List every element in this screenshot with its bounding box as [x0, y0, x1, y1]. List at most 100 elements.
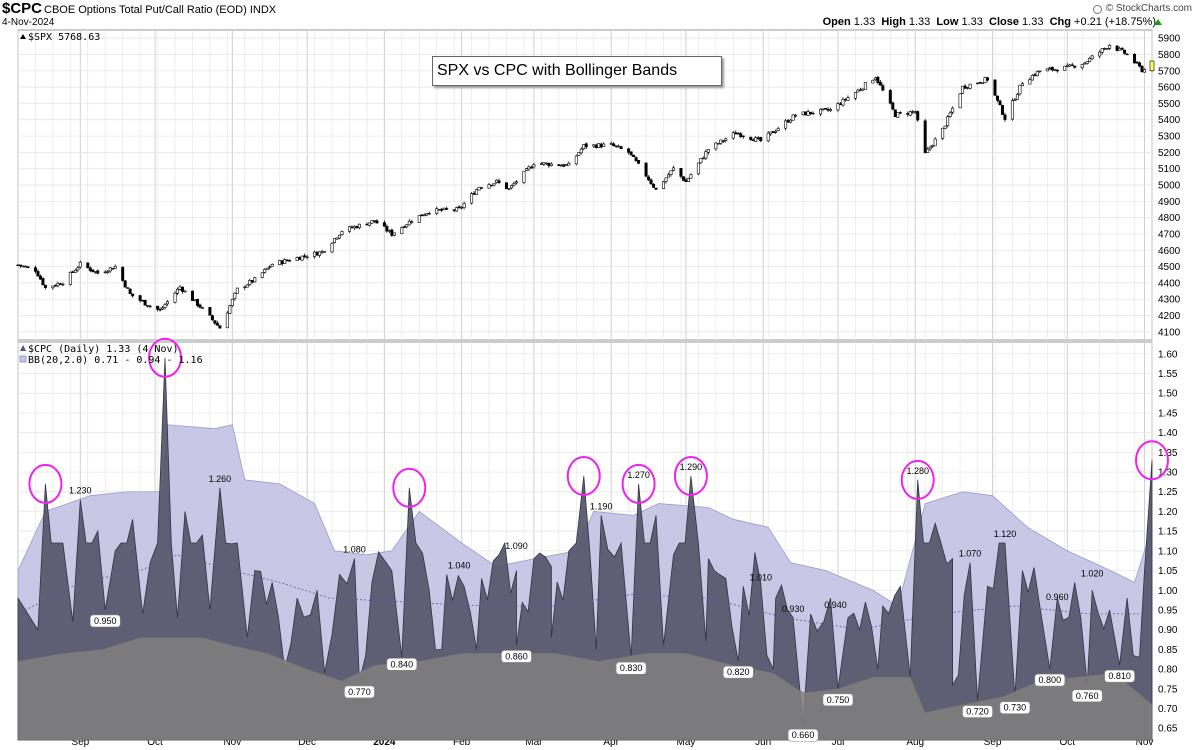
x-tick-label: Dec [298, 737, 316, 748]
price-candle-body [769, 131, 773, 135]
cpc-y-tick-label: 1.45 [1158, 408, 1178, 419]
price-candle-body [18, 264, 22, 267]
price-candle-body [671, 167, 675, 171]
price-candle-body [23, 266, 27, 268]
cpc-trough-label: 0.800 [1039, 675, 1062, 685]
price-candle-body [1133, 53, 1137, 64]
price-candle-body [714, 142, 718, 150]
bb-lower-band [17, 637, 1153, 741]
price-candle-body [504, 182, 508, 190]
price-candle-body [562, 164, 566, 167]
price-candle-body [313, 251, 317, 257]
price-candle-body [514, 181, 518, 184]
cpc-y-tick-label: 1.05 [1158, 566, 1178, 577]
price-candle-body [766, 132, 770, 142]
ohlc-readout: Open 1.33 High 1.33 Low 1.33 Close 1.33 … [823, 16, 1156, 28]
cpc-area [17, 357, 1153, 741]
price-candle-body [1100, 48, 1104, 53]
price-candle-body [1065, 65, 1069, 67]
price-candle-body [681, 176, 685, 181]
price-candle-body [56, 282, 60, 287]
price-candle-body [1085, 61, 1089, 64]
price-candle-body [652, 183, 656, 188]
price-candle-body [382, 222, 386, 227]
x-tick-label: Jul [832, 737, 845, 748]
x-tick-label: Oct [147, 737, 163, 748]
price-candle-body [736, 133, 740, 135]
price-y-tick-label: 4200 [1158, 311, 1181, 322]
price-candle-body [131, 293, 135, 297]
price-candle-body [372, 220, 376, 222]
price-candle-body [1143, 69, 1147, 73]
price-candle-body [806, 111, 810, 116]
price-candle-body [335, 237, 339, 240]
price-candle-body [248, 280, 252, 285]
price-candle-body [577, 152, 581, 156]
close-value: 1.33 [1022, 16, 1044, 28]
price-candle-body [1080, 64, 1084, 69]
price-candle-body [941, 127, 945, 139]
high-value: 1.33 [908, 16, 931, 28]
cpc-peak-label: 0.940 [824, 600, 847, 610]
x-tick-label: Jun [755, 737, 771, 748]
price-candle-body [1090, 55, 1094, 60]
cpc-y-tick-label: 0.70 [1158, 704, 1178, 715]
cpc-y-tick-label: 1.50 [1158, 389, 1178, 400]
price-candle-body [445, 208, 449, 210]
price-candle-body [195, 299, 199, 306]
price-candle-body [58, 283, 62, 285]
price-candle-body [679, 168, 683, 177]
price-candle-body [916, 111, 920, 121]
price-candle-body [402, 226, 406, 228]
price-candle-body [696, 162, 700, 175]
price-candle-body [1035, 71, 1039, 77]
price-candle-body [843, 98, 847, 101]
price-candle-body [594, 144, 598, 148]
price-candle-body [1028, 79, 1032, 85]
cpc-peak-label: 1.020 [1081, 568, 1104, 578]
price-candle-body [719, 139, 723, 144]
description: CBOE Options Total Put/Call Ratio (EOD) … [44, 4, 277, 16]
high-label: High [881, 16, 906, 28]
price-candle-body [392, 232, 396, 236]
price-candle-body [253, 277, 257, 283]
price-candle-body [1108, 45, 1112, 49]
price-candle-body [1138, 62, 1142, 67]
cpc-trough-label-box [962, 705, 993, 718]
price-candle-body [1135, 61, 1139, 64]
price-candle-body [180, 286, 184, 292]
price-candle-body [51, 285, 55, 289]
price-candle-body [863, 82, 867, 90]
cpc-trough-label: 0.660 [792, 730, 815, 740]
price-candle-body [475, 189, 479, 195]
price-candle-body [629, 151, 633, 155]
x-tick-label: Mar [525, 737, 543, 748]
price-candle-body [794, 114, 798, 117]
price-candle-body [684, 179, 688, 182]
spike-circle [28, 463, 63, 504]
cpc-peak-label: 1.120 [994, 529, 1017, 539]
cpc-y-tick-label: 1.60 [1158, 349, 1178, 360]
price-candle-body [559, 165, 563, 167]
x-tick-label: Apr [603, 737, 619, 748]
cpc-y-tick-label: 1.55 [1158, 369, 1178, 380]
price-candle-body [143, 299, 147, 306]
cpc-trough-label-box [501, 650, 532, 663]
price-candle-body [724, 138, 728, 141]
x-tick-label: Feb [453, 737, 471, 748]
price-candle-body [333, 238, 337, 243]
price-candle-body [93, 271, 97, 273]
price-candle-body [73, 270, 77, 273]
price-candle-body [838, 103, 842, 105]
cpc-peak-label: 1.090 [505, 541, 528, 551]
x-tick-label: Sep [71, 737, 89, 748]
price-candle-body [68, 272, 72, 285]
price-candle-body [347, 226, 351, 232]
price-candle-body [1050, 67, 1054, 71]
price-candle-body [978, 82, 982, 84]
price-last-candle [1149, 60, 1155, 72]
price-candle-body [1083, 62, 1087, 65]
price-y-tick-label: 5300 [1158, 132, 1181, 143]
x-tick-label: 2024 [373, 737, 396, 748]
price-candle-body [557, 164, 561, 166]
